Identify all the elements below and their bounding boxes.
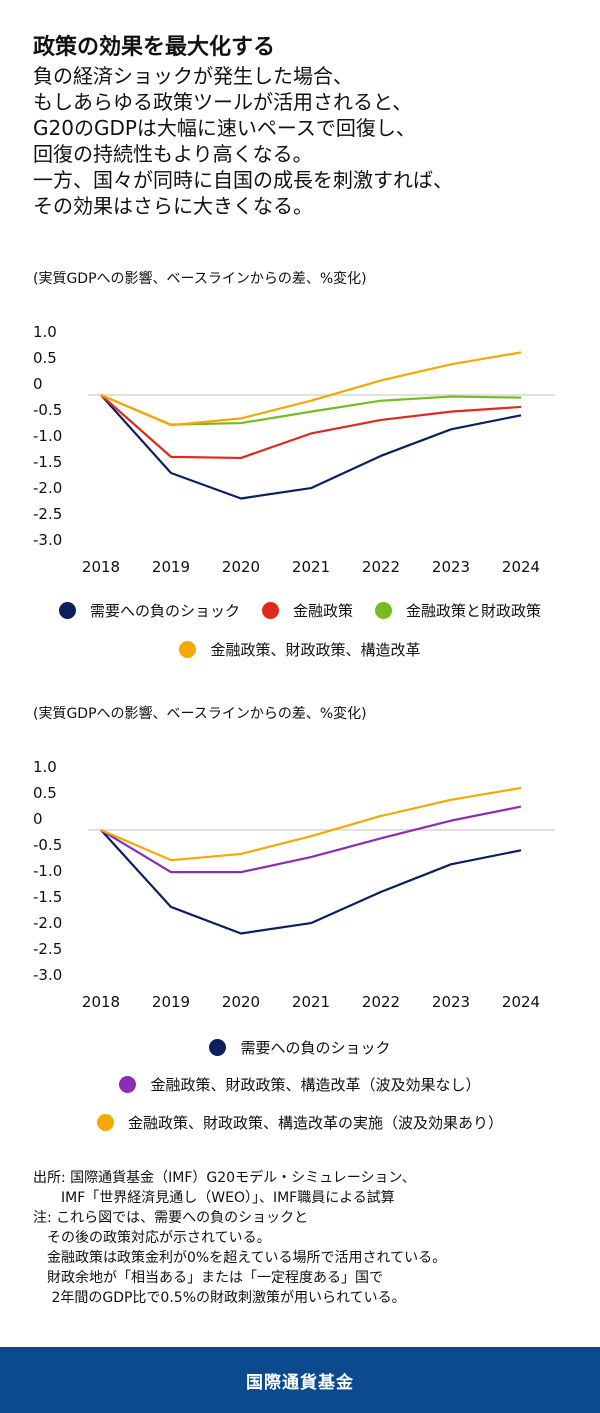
series-line-4 xyxy=(100,351,522,427)
chart-2-legend: 需要への負のショック xyxy=(0,1037,600,1058)
page-title: 政策の効果を最大化する xyxy=(33,35,276,60)
legend-dot-icon xyxy=(58,602,76,619)
intro-text: 負の経済ショックが発生した場合、 もしあらゆる政策ツールが活用されると、 G20… xyxy=(33,63,453,219)
source-notes: 出所: 国際通貨基金（IMF）G20モデル・シミュレーション、 IMF「世界経済… xyxy=(33,1168,446,1308)
chart-1: 1.0 0.5 0 -0.5 -1.0 -1.5 -2.0 -2.5 -3.0 2018 2019 2… xyxy=(33,323,555,576)
y-tick-label: -3.0 xyxy=(33,531,62,549)
legend-dot-icon xyxy=(261,602,279,619)
note-line: 2年間のGDP比で0.5%の財政刺激策が用いられている。 xyxy=(33,1290,406,1306)
intro-line: その効果はさらに大きくなる。 xyxy=(33,194,313,218)
chart-2: 1.0 0.5 0 -0.5 -1.0 -1.5 -2.0 -2.5 -3.0 2018 2019 2… xyxy=(33,758,555,1011)
legend-dot-icon xyxy=(375,602,392,619)
series-line-1 xyxy=(100,829,522,935)
x-tick-label: 2018 xyxy=(82,993,120,1011)
y-tick-label: 0 xyxy=(33,375,43,393)
x-tick-label: 2021 xyxy=(292,993,330,1011)
x-tick-label: 2018 xyxy=(82,558,120,576)
intro-line: もしあらゆる政策ツールが活用されると、 xyxy=(33,90,413,114)
legend-label: 需要への負のショック xyxy=(89,602,240,620)
x-tick-label: 2020 xyxy=(222,558,260,576)
chart-1-legend: 需要への負のショック 金融政策 金融政策と財政政策 xyxy=(0,600,600,621)
note-line: 金融政策は政策金利が0%を超えている場所で活用されている。 xyxy=(33,1250,447,1266)
y-tick-label: -1.5 xyxy=(33,888,62,906)
chart-2-subtitle: (実質GDPへの影響、ベースラインからの差、%変化) xyxy=(33,706,367,722)
legend-item: 金融政策、財政政策、構造改革（波及効果なし） xyxy=(119,1074,481,1095)
legend-label: 金融政策、財政政策、構造改革の実施（波及効果あり） xyxy=(127,1114,503,1132)
y-tick-label: -3.0 xyxy=(33,966,62,984)
note-line: 注: これら図では、需要への負のショックと xyxy=(33,1210,309,1226)
series-line-2 xyxy=(100,394,522,460)
y-tick-label: -2.0 xyxy=(33,914,62,932)
y-tick-label: 0.5 xyxy=(33,349,57,367)
legend-label: 金融政策、財政政策、構造改革 xyxy=(210,641,421,659)
legend-dot-icon xyxy=(96,1114,114,1131)
y-tick-label: -2.5 xyxy=(33,505,62,523)
x-tick-label: 2021 xyxy=(292,558,330,576)
series-line-3 xyxy=(100,786,522,862)
chart-1-subtitle: (実質GDPへの影響、ベースラインからの差、%変化) xyxy=(33,271,367,287)
intro-line: 一方、国々が同時に自国の成長を刺激すれば、 xyxy=(33,168,453,192)
legend-item: 金融政策 xyxy=(261,600,353,621)
y-tick-label: 1.0 xyxy=(33,758,57,776)
y-tick-label: -1.0 xyxy=(33,427,62,445)
y-tick-label: -1.5 xyxy=(33,453,62,471)
legend-item: 金融政策、財政政策、構造改革の実施（波及効果あり） xyxy=(96,1112,503,1133)
x-tick-label: 2024 xyxy=(502,558,540,576)
y-tick-label: -1.0 xyxy=(33,862,62,880)
x-tick-label: 2020 xyxy=(222,993,260,1011)
legend-label: 金融政策と財政政策 xyxy=(406,602,542,620)
intro-line: G20のGDPは大幅に速いペースで回復し、 xyxy=(33,116,416,140)
note-line: その後の政策対応が示されている。 xyxy=(33,1230,271,1246)
y-tick-label: -0.5 xyxy=(33,401,62,419)
intro-line: 負の経済ショックが発生した場合、 xyxy=(33,64,353,88)
x-tick-label: 2024 xyxy=(502,993,540,1011)
legend-label: 需要への負のショック xyxy=(240,1039,391,1057)
y-tick-label: 0.5 xyxy=(33,784,57,802)
series-line-3 xyxy=(100,393,522,426)
legend-label: 金融政策、財政政策、構造改革（波及効果なし） xyxy=(150,1076,481,1094)
y-tick-label: 0 xyxy=(33,810,43,828)
brand-name: 国際通貨基金 xyxy=(246,1372,354,1393)
chart-2-legend-row-3: 金融政策、財政政策、構造改革の実施（波及効果あり） xyxy=(0,1112,600,1133)
note-line: 出所: 国際通貨基金（IMF）G20モデル・シミュレーション、 xyxy=(33,1170,416,1186)
legend-dot-icon xyxy=(119,1076,137,1093)
x-tick-label: 2019 xyxy=(152,558,190,576)
intro-line: 回復の持続性もより高くなる。 xyxy=(33,142,313,166)
y-tick-label: -2.0 xyxy=(33,479,62,497)
legend-item: 需要への負のショック xyxy=(58,600,240,621)
chart-1-legend-row-2: 金融政策、財政政策、構造改革 xyxy=(0,639,600,660)
legend-item: 需要への負のショック xyxy=(209,1037,391,1058)
y-tick-label: -0.5 xyxy=(33,836,62,854)
legend-item: 金融政策と財政政策 xyxy=(375,600,541,621)
note-line: IMF「世界経済見通し（WEO）」、IMF職員による試算 xyxy=(33,1190,395,1206)
legend-dot-icon xyxy=(179,641,197,658)
y-tick-label: 1.0 xyxy=(33,323,57,341)
note-line: 財政余地が「相当ある」または「一定程度ある」国で xyxy=(33,1270,383,1286)
x-tick-label: 2022 xyxy=(362,558,400,576)
legend-label: 金融政策 xyxy=(292,602,353,620)
x-tick-label: 2019 xyxy=(152,993,190,1011)
chart-2-legend-row-2: 金融政策、財政政策、構造改革（波及効果なし） xyxy=(0,1074,600,1095)
legend-dot-icon xyxy=(209,1039,227,1056)
legend-item: 金融政策、財政政策、構造改革 xyxy=(179,639,421,660)
x-tick-label: 2023 xyxy=(432,993,470,1011)
brand-footer-bar: 国際通貨基金 xyxy=(0,1347,600,1413)
y-tick-label: -2.5 xyxy=(33,940,62,958)
x-tick-label: 2022 xyxy=(362,993,400,1011)
x-tick-label: 2023 xyxy=(432,558,470,576)
